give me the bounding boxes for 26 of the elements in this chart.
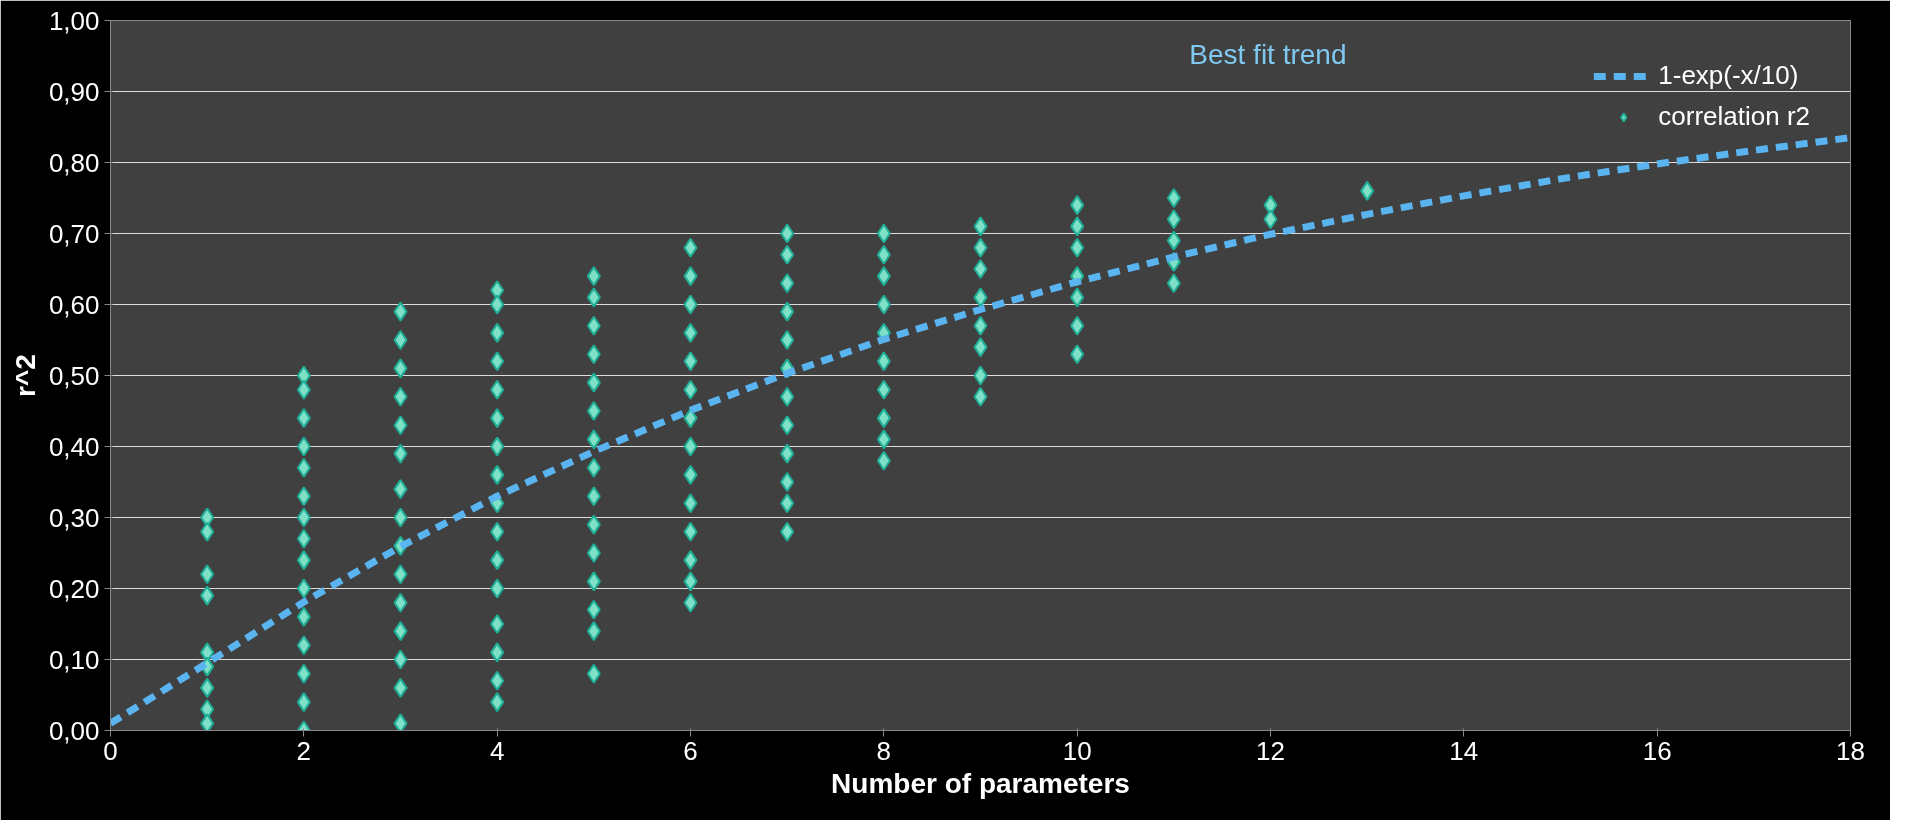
y-axis-title: r^2 [9, 354, 41, 397]
x-tick-label: 0 [103, 735, 118, 766]
x-tick-label: 12 [1256, 735, 1285, 766]
y-tick-label: 1,00 [48, 5, 100, 36]
annotation: Best fit trend [1189, 39, 1347, 71]
y-tick-label: 0,50 [48, 360, 100, 391]
y-tick-label: 0,30 [48, 502, 100, 533]
y-tick-label: 0,80 [48, 147, 100, 178]
x-tick-label: 4 [489, 735, 505, 766]
x-tick-label: 14 [1449, 735, 1479, 766]
x-tick-label: 16 [1642, 735, 1672, 766]
x-tick-label: 6 [683, 735, 698, 766]
y-tick-label: 0,20 [48, 573, 100, 604]
x-axis-title: Number of parameters [831, 767, 1130, 799]
y-tick-label: 0,90 [48, 76, 100, 107]
y-tick-label: 0,10 [48, 644, 100, 675]
x-tick-label: 10 [1062, 735, 1092, 766]
legend-label: 1-exp(-x/10) [1658, 60, 1799, 91]
y-tick-label: 0,70 [48, 218, 100, 249]
y-tick-label: 0,60 [48, 289, 100, 320]
y-tick-label: 0,00 [48, 715, 100, 746]
y-tick-label: 0,40 [48, 431, 100, 462]
x-tick-label: 2 [296, 735, 312, 766]
x-tick-label: 8 [876, 735, 892, 766]
legend-label: correlation r2 [1658, 101, 1810, 132]
x-tick-label: 18 [1836, 735, 1865, 766]
